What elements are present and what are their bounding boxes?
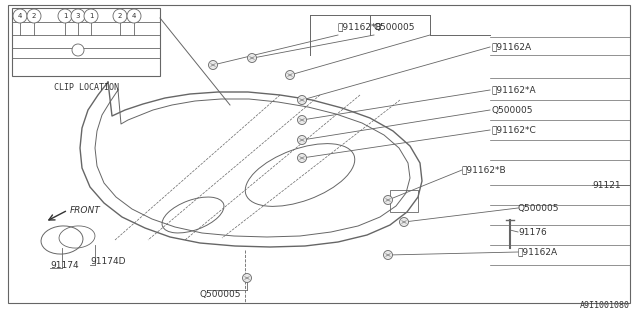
Text: ⤔91162A: ⤔91162A	[518, 247, 558, 257]
Text: ⤓91162*C: ⤓91162*C	[492, 125, 537, 134]
Circle shape	[71, 9, 85, 23]
Text: CLIP LOCATION: CLIP LOCATION	[54, 83, 118, 92]
Circle shape	[84, 9, 98, 23]
Circle shape	[298, 154, 307, 163]
Text: Q500005: Q500005	[492, 106, 534, 115]
Text: 91176: 91176	[518, 228, 547, 236]
Circle shape	[58, 9, 72, 23]
Text: ⤑91162*A: ⤑91162*A	[492, 85, 536, 94]
Text: 1: 1	[63, 13, 67, 19]
Circle shape	[13, 9, 27, 23]
Circle shape	[298, 116, 307, 124]
Text: Q500005: Q500005	[200, 291, 241, 300]
Text: 4: 4	[18, 13, 22, 19]
Text: 2: 2	[118, 13, 122, 19]
Bar	[12, 8, 160, 76]
Text: 91174D: 91174D	[90, 258, 125, 267]
Circle shape	[399, 218, 408, 227]
Bar	[390, 190, 418, 212]
Text: FRONT: FRONT	[70, 205, 100, 214]
Circle shape	[298, 135, 307, 145]
Text: ⤒91162*B: ⤒91162*B	[462, 165, 507, 174]
Circle shape	[127, 9, 141, 23]
Circle shape	[27, 9, 41, 23]
Circle shape	[72, 44, 84, 56]
Text: 91121: 91121	[592, 180, 621, 189]
Circle shape	[248, 53, 257, 62]
Circle shape	[243, 274, 252, 283]
Circle shape	[209, 60, 218, 69]
Text: 91174: 91174	[50, 260, 79, 269]
Text: 4: 4	[132, 13, 136, 19]
Circle shape	[113, 9, 127, 23]
Circle shape	[298, 95, 307, 105]
Circle shape	[383, 196, 392, 204]
Circle shape	[383, 251, 392, 260]
Text: Q500005: Q500005	[518, 204, 559, 212]
Text: ⤔91162A: ⤔91162A	[492, 43, 532, 52]
Text: 3: 3	[76, 13, 80, 19]
Text: Q500005: Q500005	[374, 22, 415, 31]
Text: 1: 1	[89, 13, 93, 19]
Circle shape	[285, 70, 294, 79]
Text: 2: 2	[32, 13, 36, 19]
Text: A9I1001080: A9I1001080	[580, 301, 630, 310]
Text: ⤒91162*B: ⤒91162*B	[338, 22, 383, 31]
